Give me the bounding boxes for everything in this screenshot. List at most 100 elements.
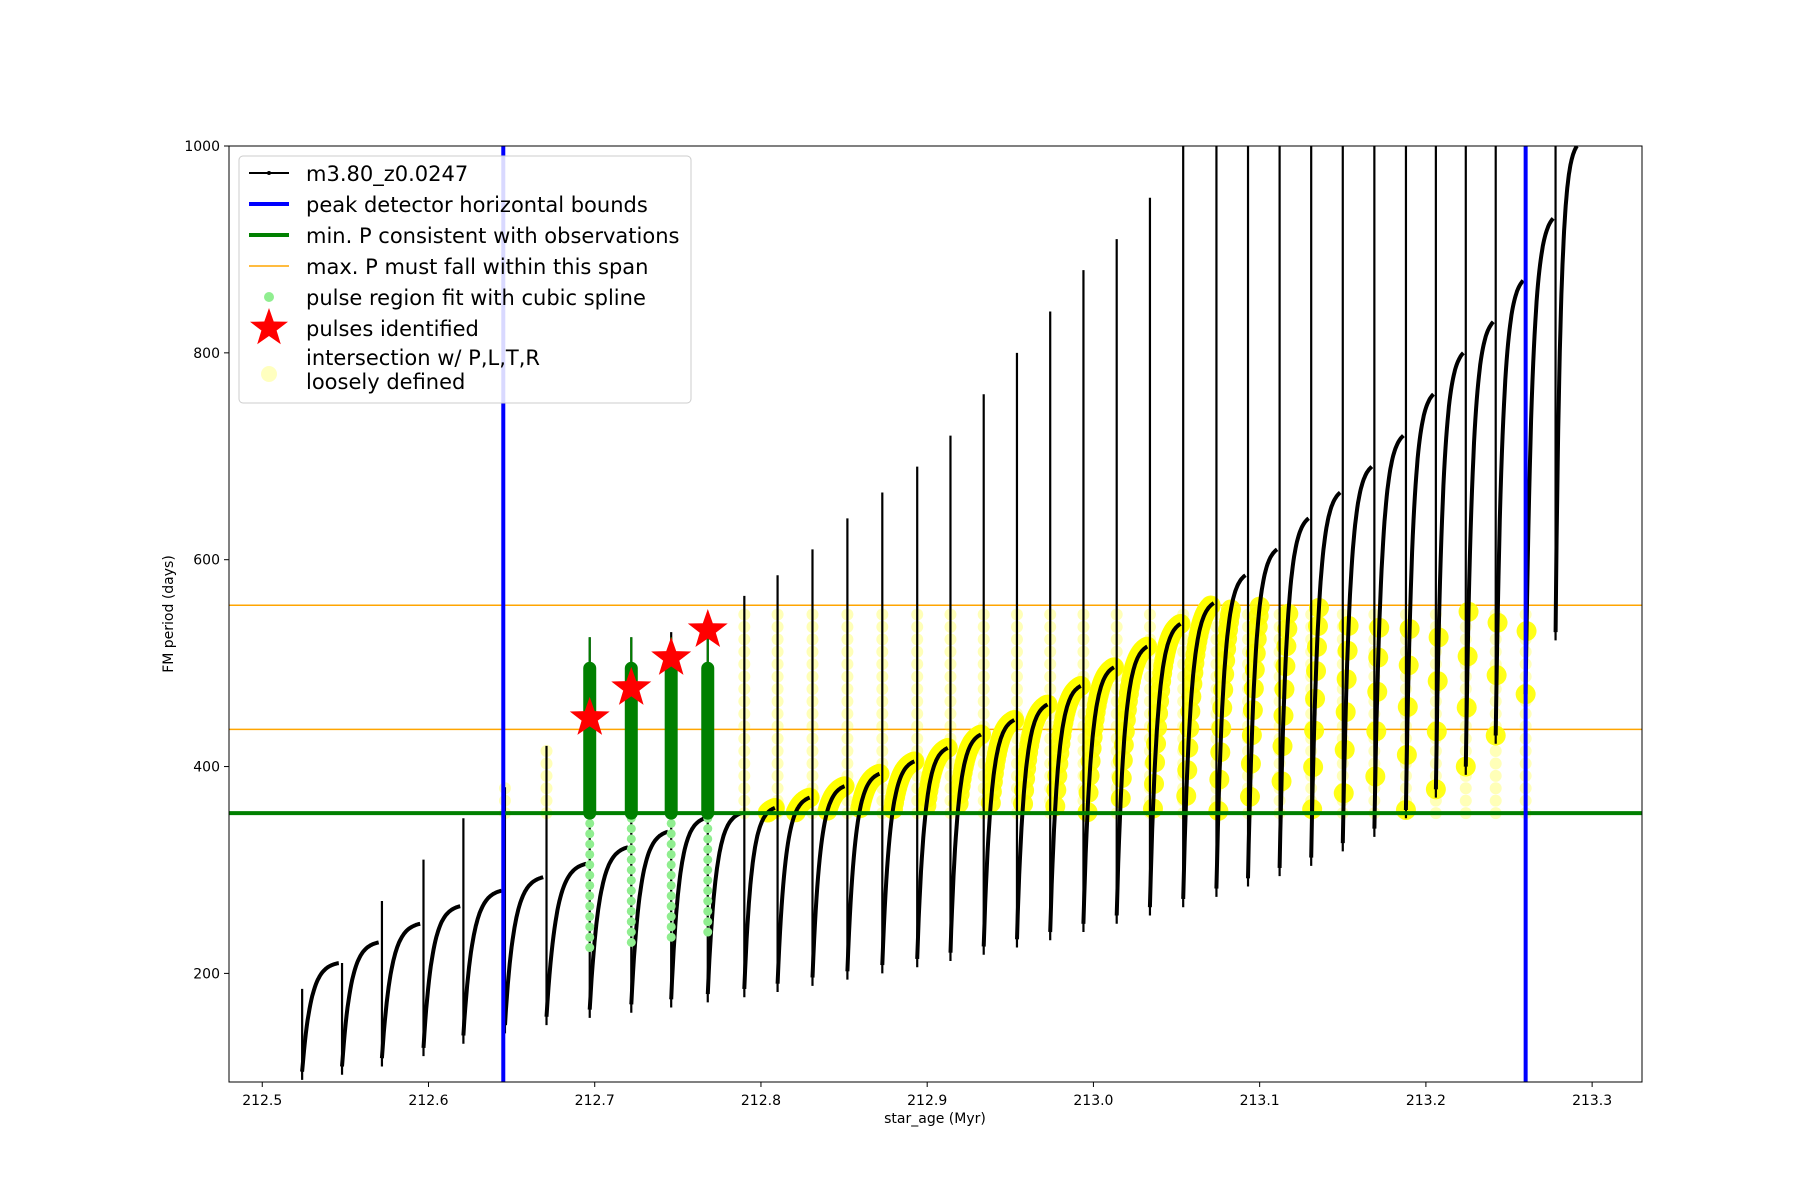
spline-point-light [666,870,676,880]
spline-point-light [666,839,676,849]
legend-label-min-p: min. P consistent with observations [306,224,679,248]
pulse-identified-star [651,637,692,675]
spline-point-light [626,865,636,875]
legend-label-spline: pulse region fit with cubic spline [306,286,646,310]
x-tick-label: 212.6 [408,1093,448,1109]
track-segment [742,806,776,989]
pulse-identified-star [687,609,728,647]
track-segment [1309,490,1342,858]
legend-entry-stars: pulses identified [250,308,479,345]
legend-entry-track: m3.80_z0.0247 [249,162,468,187]
legend-entry-intersection: intersection w/ P,L,T,R loosely defined [261,346,547,394]
spline-point-light [585,849,595,859]
spline-point-light [585,891,595,901]
track-segment [587,845,629,1010]
legend-track-point [267,171,271,175]
spline-point-light [666,818,676,828]
track-segment [1048,684,1082,933]
reference-lines [229,604,1642,731]
spline-point-light [585,839,595,849]
legend-label-intersection-line1: intersection w/ P,L,T,R [306,346,540,370]
legend-label-intersection: intersection w/ P,L,T,R loosely defined [306,346,547,394]
spline-point-light [626,896,636,906]
spline-point-light [626,824,636,834]
spline-point-light [666,860,676,870]
intersection-point [1489,794,1502,807]
x-axis-ticks: 212.5 212.6 212.7 212.8 212.9 213.0 213.1 213.2… [242,1082,1612,1109]
spline-point-light [626,855,636,865]
spline-point-light [666,829,676,839]
spline-point-light [703,844,713,854]
intersection-point [1489,745,1502,758]
pulses-identified-markers [569,609,728,735]
y-tick-label: 600 [193,553,220,569]
track-segment [1181,601,1215,899]
spline-point-light [703,917,713,927]
spline-point-light [703,927,713,937]
legend-label-max-p: max. P must fall within this span [306,255,648,279]
spline-point-light [703,824,713,834]
track-segment [300,961,340,1072]
intersection-point [1489,769,1502,782]
x-tick-label: 212.7 [575,1093,615,1109]
spline-point-light [666,891,676,901]
legend-entry-bounds: peak detector horizontal bounds [249,193,648,217]
spline-point-light [585,880,595,890]
legend-entry-max-p: max. P must fall within this span [249,255,648,279]
pulse-identified-star [569,696,610,735]
track-segment [775,795,811,984]
x-axis-label: star_age (Myr) [884,1111,986,1127]
track-segment [1463,320,1495,767]
track-segment [1403,392,1435,811]
x-tick-label: 213.3 [1572,1093,1612,1109]
track-segment [1553,146,1579,633]
x-tick-label: 213.0 [1073,1093,1113,1109]
legend-box [238,155,692,404]
track-segment [1372,434,1405,829]
track-segment [379,921,421,1059]
track-segment [421,904,461,1049]
track-segment [880,759,916,966]
spline-point-light [585,829,595,839]
track-segment [461,888,503,1036]
spline-point-light [585,818,595,828]
spline-point-light [703,896,713,906]
track-segment [1214,573,1247,889]
track-segment [810,784,846,978]
spline-point-light [585,901,595,911]
track-segment [1147,622,1182,908]
legend-label-intersection-line2: loosely defined [306,370,465,394]
legend-label-stars: pulses identified [306,317,479,341]
track-segment [1340,465,1374,844]
legend: m3.80_z0.0247 peak detector horizontal b… [238,155,692,404]
spline-point-light [626,937,636,947]
spline-point-light [626,886,636,896]
legend-star-swatch [250,308,288,345]
track-segment [503,875,544,1026]
track-segment [981,718,1016,947]
spline-point-light [703,875,713,885]
spline-point-light [703,855,713,865]
spline-point-light [626,844,636,854]
spline-point-light [585,860,595,870]
track-segment [1433,351,1465,790]
y-axis-label: FM period (days) [161,555,177,673]
track-segment [340,940,380,1067]
spline-point-light [585,870,595,880]
x-tick-label: 213.1 [1240,1093,1280,1109]
spline-point-light [703,865,713,875]
spline-point-light [626,906,636,916]
track-segment [845,771,881,972]
track-segment [705,811,743,995]
spline-point-light [666,880,676,890]
track-segment [1015,702,1049,940]
spline-point-light [626,834,636,844]
spline-point-light [626,875,636,885]
legend-spline-swatch [264,292,274,302]
track-segment [1114,644,1149,916]
spline-point-light [626,917,636,927]
spline-point-light [703,886,713,896]
y-tick-label: 800 [193,346,220,362]
intersection-point [1489,782,1502,795]
